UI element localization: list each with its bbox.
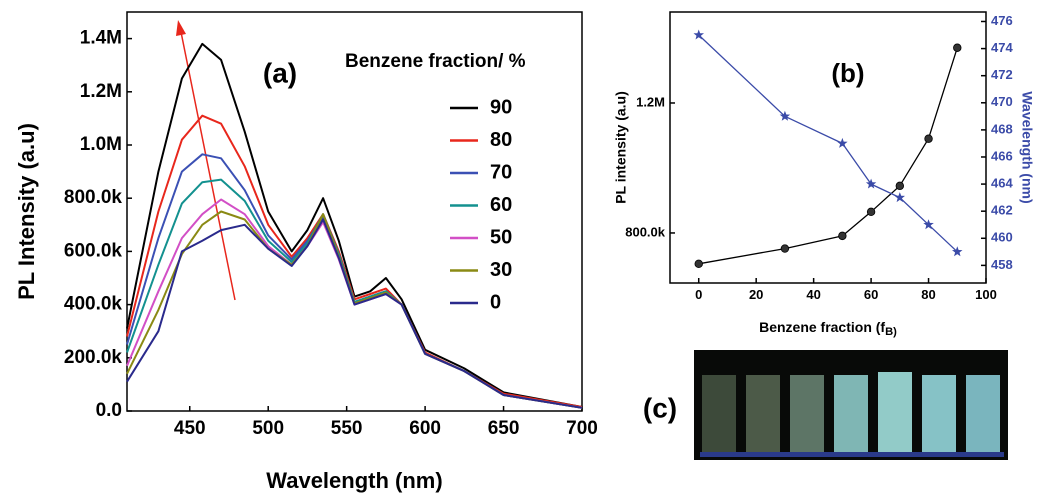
y2-tick-label: 466	[991, 148, 1013, 163]
x-tick-label: 80	[921, 287, 935, 302]
point	[780, 244, 790, 253]
x-tick-label: 450	[174, 418, 206, 439]
legend-label: 0	[490, 291, 501, 313]
legend-label: 90	[490, 96, 512, 118]
y2-tick-label: 462	[991, 203, 1013, 218]
legend-label: 80	[490, 129, 512, 151]
x-tick-label: 20	[749, 287, 763, 302]
legend-label: 30	[490, 259, 512, 281]
series-line	[126, 42, 583, 408]
x-tick-label: 100	[975, 287, 997, 302]
x-axis-label: Benzene fraction (fB)	[759, 319, 897, 338]
x-axis-label-text: Wavelength (nm)	[266, 468, 442, 493]
y-tick-label: 1.2M	[80, 81, 122, 102]
y-tick-label: 1.4M	[80, 28, 122, 49]
x-tick-label: 60	[864, 287, 878, 302]
y-tick-label: 200.0k	[64, 347, 123, 368]
y2-axis-label: Wavelength (nm)	[1019, 91, 1035, 203]
y-tick-label: 600.0k	[64, 240, 123, 261]
series-line	[698, 34, 958, 253]
x-tick-label: 650	[488, 418, 520, 439]
y2-tick-label: 472	[991, 67, 1013, 82]
trend-arrow	[180, 31, 236, 301]
point	[952, 246, 963, 257]
y2-tick-label: 470	[991, 94, 1013, 109]
plot-frame	[669, 11, 987, 284]
y2-tick-label: 468	[991, 121, 1013, 136]
y-tick-label: 800.0k	[64, 187, 123, 208]
x-tick-label: 500	[252, 418, 284, 439]
series-line	[126, 218, 583, 409]
point	[837, 137, 848, 148]
series-line	[698, 47, 958, 265]
x-axis-label-text: Benzene fraction (f	[759, 319, 885, 335]
point	[895, 181, 905, 191]
x-tick-label: 0	[695, 287, 702, 302]
y-tick-label: 1.0M	[80, 134, 122, 155]
panel-label: (c)	[643, 392, 677, 423]
x-tick-label: 40	[806, 287, 820, 302]
y-tick-label: 400.0k	[64, 294, 123, 315]
y2-tick-label: 474	[991, 40, 1013, 55]
legend-label: 70	[490, 161, 512, 183]
x-tick-label: 600	[409, 418, 441, 439]
arrow-head	[176, 20, 186, 36]
y2-tick-label: 464	[991, 176, 1013, 191]
series-line	[126, 210, 583, 409]
legend-title: Benzene fraction/ %	[345, 51, 526, 72]
point	[894, 192, 905, 203]
point	[838, 231, 847, 241]
x-axis-label: Wavelength (nm)	[266, 468, 442, 493]
legend-label: 60	[490, 194, 512, 216]
point	[865, 178, 877, 189]
point	[924, 134, 933, 143]
plot-frame	[126, 11, 583, 412]
point	[693, 29, 704, 40]
point	[953, 43, 962, 52]
y2-tick-label: 460	[991, 230, 1013, 245]
point	[779, 110, 791, 121]
y-axis-label: PL Intensity (a.u)	[14, 123, 39, 300]
y-tick-label: 800.0k	[625, 224, 666, 239]
y2-tick-label: 476	[991, 13, 1013, 28]
panel-label: (b)	[831, 58, 864, 88]
y-axis-label: PL intensity (a.u)	[613, 91, 629, 204]
series-line	[126, 153, 583, 409]
point	[866, 207, 876, 217]
y2-tick-label: 458	[991, 257, 1013, 272]
x-axis-label-sub: B)	[885, 326, 897, 338]
panel-label: (a)	[263, 57, 297, 88]
y-tick-label: 0.0	[96, 400, 122, 421]
y-tick-label: 1.2M	[636, 94, 665, 109]
legend-label: 50	[490, 226, 512, 248]
vial-photo	[694, 350, 1008, 460]
x-tick-label: 700	[566, 418, 598, 439]
point	[694, 259, 703, 269]
x-tick-label: 550	[331, 418, 363, 439]
point	[923, 219, 934, 230]
